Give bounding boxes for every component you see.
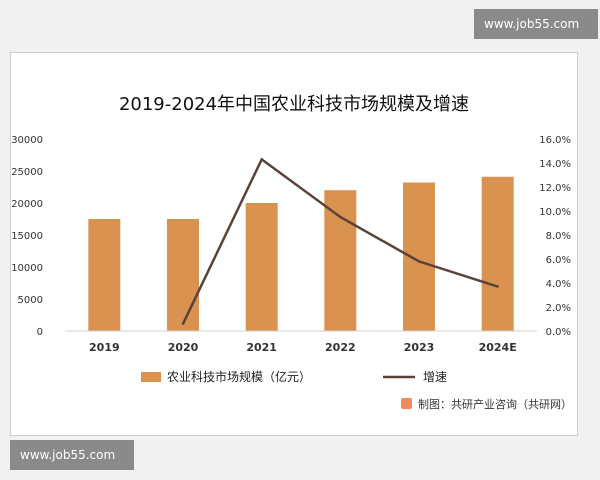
growth-line-series <box>181 157 499 325</box>
source-text: 制图：共研产业咨询（共研网） <box>418 397 572 411</box>
y-right-tick-label: 10.0% <box>539 207 571 218</box>
x-axis: 2019 2020 2021 2022 2023 2024E <box>89 341 517 354</box>
x-tick-label: 2023 <box>404 341 435 354</box>
y-left-tick-label: 0 <box>37 327 43 338</box>
y-left-tick-label: 25000 <box>11 167 43 178</box>
legend-bar-swatch <box>141 372 161 382</box>
chart-svg: 2019-2024年中国农业科技市场规模及增速 0 5000 10000 15000 2… <box>11 94 572 411</box>
y-right-tick-label: 8.0% <box>546 231 571 242</box>
growth-point <box>417 260 421 263</box>
x-tick-label: 2020 <box>168 341 199 354</box>
watermark-badge-top: www.job55.com <box>474 9 598 39</box>
y-right-tick-label: 4.0% <box>546 279 571 290</box>
y-left-tick-label: 15000 <box>11 231 43 242</box>
x-tick-label: 2019 <box>89 341 120 354</box>
y-right-tick-label: 14.0% <box>539 159 571 170</box>
growth-point <box>339 215 342 219</box>
x-tick-label: 2022 <box>325 341 356 354</box>
bar <box>403 182 435 331</box>
legend: 农业科技市场规模（亿元） 增速 <box>141 369 447 384</box>
bar <box>167 219 199 331</box>
x-tick-label: 2021 <box>246 341 277 354</box>
x-tick-label: 2024E <box>479 341 517 354</box>
y-right-tick-label: 2.0% <box>546 303 571 314</box>
bar <box>88 219 121 331</box>
growth-point <box>496 285 499 288</box>
y-right-tick-label: 6.0% <box>546 255 571 266</box>
y-right-axis: 0.0% 2.0% 4.0% 6.0% 8.0% 10.0% 12.0% 14.0% 16.0% <box>539 135 571 338</box>
y-right-tick-label: 0.0% <box>546 327 571 338</box>
source-logo-icon <box>401 398 412 409</box>
y-left-tick-label: 20000 <box>11 199 43 210</box>
growth-point <box>260 158 263 161</box>
y-left-tick-label: 30000 <box>11 135 43 146</box>
growth-point <box>181 322 185 325</box>
y-left-axis: 0 5000 10000 15000 20000 25000 30000 <box>11 135 43 338</box>
y-right-tick-label: 16.0% <box>539 135 571 146</box>
legend-line-label: 增速 <box>423 370 447 384</box>
chart-title: 2019-2024年中国农业科技市场规模及增速 <box>119 94 469 115</box>
bar <box>245 203 278 331</box>
legend-bar-label: 农业科技市场规模（亿元） <box>167 369 311 384</box>
y-left-tick-label: 5000 <box>18 295 43 306</box>
bar <box>481 176 514 331</box>
source-note: 制图：共研产业咨询（共研网） <box>401 397 572 411</box>
chart-card: 2019-2024年中国农业科技市场规模及增速 0 5000 10000 15000 2… <box>10 52 578 436</box>
watermark-badge-bottom: www.job55.com <box>10 440 134 470</box>
bar <box>324 190 357 331</box>
y-right-tick-label: 12.0% <box>539 183 571 194</box>
y-left-tick-label: 10000 <box>11 263 43 274</box>
bar-series <box>88 176 514 331</box>
